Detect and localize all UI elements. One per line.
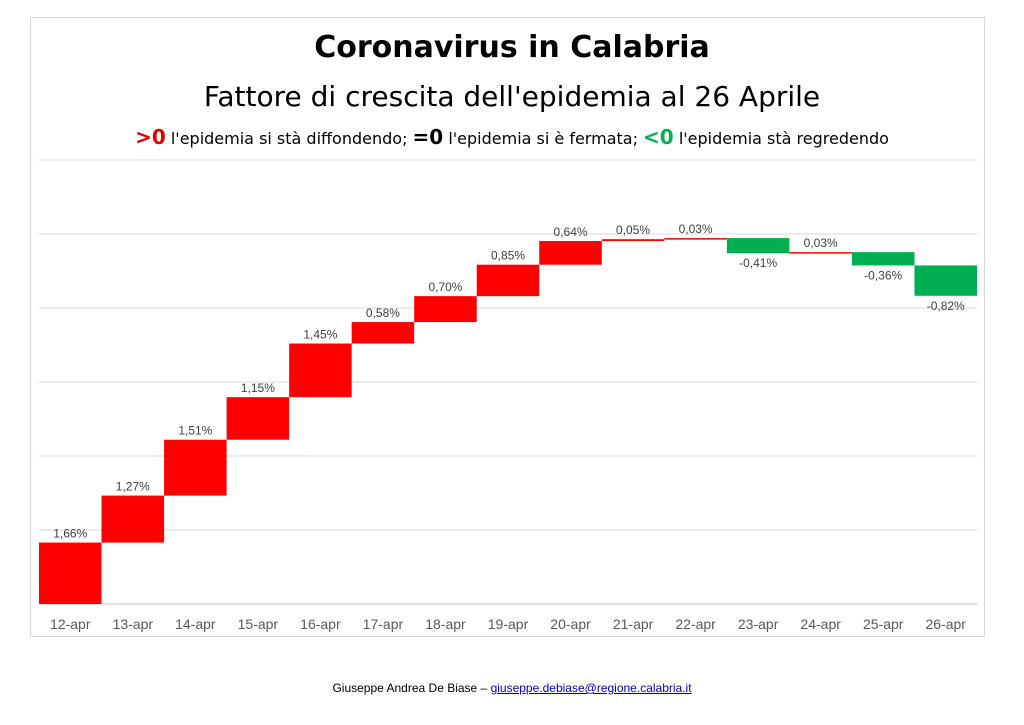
chart-subtitle: Fattore di crescita dell'epidemia al 26 …: [203, 80, 821, 113]
waterfall-bar: [351, 322, 415, 344]
data-label: -0,82%: [927, 299, 965, 313]
waterfall-bar: [664, 238, 727, 240]
waterfall-bar: [601, 239, 665, 242]
x-tick-label: 13-apr: [113, 616, 154, 632]
footer: Giuseppe Andrea De Biase – giuseppe.debi…: [0, 681, 1024, 695]
data-label: 0,03%: [679, 222, 713, 236]
x-tick-label: 17-apr: [363, 616, 404, 632]
data-label: 1,27%: [116, 480, 150, 494]
waterfall-bar: [476, 264, 540, 297]
note-positive-text: l'epidemia si stà diffondendo;: [165, 129, 413, 148]
data-label: 0,70%: [428, 280, 462, 294]
x-tick-label: 24-apr: [800, 616, 841, 632]
data-label: -0,41%: [739, 256, 777, 270]
waterfall-bar: [414, 296, 477, 323]
data-label: 1,15%: [241, 381, 275, 395]
waterfall-bar: [226, 397, 290, 440]
data-label: 0,03%: [804, 236, 838, 250]
waterfall-bar: [164, 439, 227, 496]
x-tick-label: 20-apr: [550, 616, 591, 632]
waterfall-bar: [851, 252, 915, 266]
note-zero-symbol: =0: [412, 125, 444, 149]
x-tick-label: 19-apr: [488, 616, 529, 632]
waterfall-bar: [726, 238, 790, 254]
footer-email-link[interactable]: giuseppe.debiase@regione.calabria.it: [490, 681, 692, 695]
x-tick-label: 21-apr: [613, 616, 654, 632]
data-label: 0,58%: [366, 306, 400, 320]
note-zero-text: l'epidemia si è fermata;: [443, 129, 644, 148]
x-tick-label: 14-apr: [175, 616, 216, 632]
x-tick-label: 26-apr: [925, 616, 966, 632]
waterfall-bar: [289, 343, 352, 398]
data-label: 1,45%: [303, 328, 337, 342]
x-tick-label: 25-apr: [863, 616, 904, 632]
note-positive-symbol: >0: [135, 125, 166, 149]
x-tick-label: 18-apr: [425, 616, 466, 632]
data-label: 1,51%: [178, 424, 212, 438]
x-tick-label: 15-apr: [238, 616, 279, 632]
data-label: -0,36%: [864, 268, 902, 282]
waterfall-bar: [39, 542, 102, 604]
data-label: 0,05%: [616, 223, 650, 237]
waterfall-bar: [101, 495, 165, 543]
x-tick-label: 22-apr: [675, 616, 716, 632]
x-tick-label: 12-apr: [50, 616, 91, 632]
x-tick-label: 16-apr: [300, 616, 341, 632]
data-label: 0,85%: [491, 249, 525, 263]
chart-frame: [30, 17, 985, 637]
footer-author: Giuseppe Andrea De Biase –: [332, 681, 491, 695]
chart-note: >0 l'epidemia si stà diffondendo; =0 l'e…: [0, 125, 1024, 149]
chart-title: Coronavirus in Calabria: [314, 30, 710, 65]
waterfall-bar: [539, 241, 602, 265]
data-label: 1,66%: [53, 527, 87, 541]
x-tick-label: 23-apr: [738, 616, 779, 632]
note-negative-text: l'epidemia stà regredendo: [673, 129, 889, 148]
note-negative-symbol: <0: [643, 125, 674, 149]
data-label: 0,64%: [554, 225, 588, 239]
waterfall-bar: [789, 252, 852, 254]
waterfall-bar: [914, 265, 977, 296]
